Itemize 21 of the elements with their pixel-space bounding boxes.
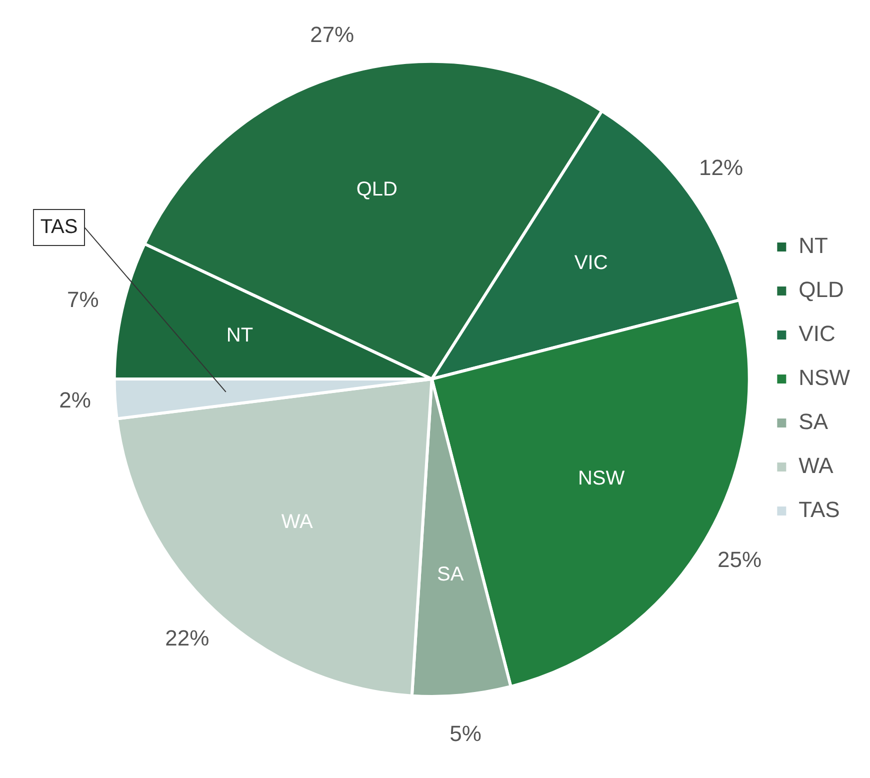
data-label: 22%: [165, 626, 210, 651]
data-label: 27%: [310, 22, 354, 47]
legend-label: TAS: [798, 497, 840, 522]
legend-label: VIC: [798, 321, 836, 346]
legend-label: QLD: [798, 277, 844, 302]
data-label: 7%: [67, 287, 99, 312]
slice-label: NSW: [578, 468, 625, 490]
slice-label: VIC: [574, 252, 608, 274]
data-label: 5%: [450, 720, 482, 746]
slice-label: QLD: [356, 178, 398, 200]
legend-label: NT: [798, 233, 828, 258]
slice-label: SA: [437, 563, 464, 586]
slice-label: NT: [226, 324, 254, 347]
data-label: 2%: [59, 388, 91, 413]
legend-label: SA: [798, 409, 828, 434]
data-label: 25%: [718, 547, 762, 572]
slice-label: TAS: [33, 208, 85, 246]
data-label: 12%: [699, 154, 744, 180]
legend-label: WA: [798, 453, 834, 478]
slice-label: WA: [281, 511, 314, 534]
legend-label: NSW: [798, 365, 850, 390]
